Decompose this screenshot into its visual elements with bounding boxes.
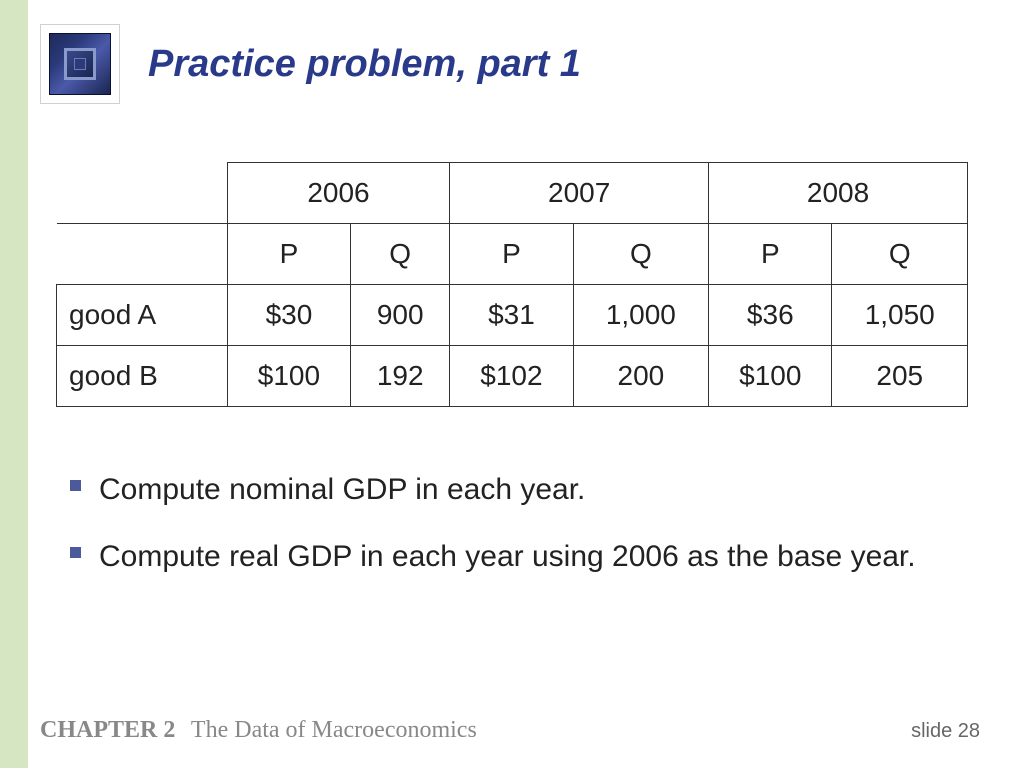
chapter-title: The Data of Macroeconomics <box>191 717 477 743</box>
cell: 1,050 <box>832 285 968 346</box>
data-table-wrap: 2006 2007 2008 P Q P Q P Q good A $30 90… <box>56 162 968 407</box>
table-row: good B $100 192 $102 200 $100 205 <box>57 346 968 407</box>
table-empty-cell <box>57 163 228 224</box>
col-header: P <box>450 224 573 285</box>
cell: $100 <box>227 346 350 407</box>
slide-title: Practice problem, part 1 <box>148 43 581 86</box>
col-header: P <box>709 224 832 285</box>
table-row: good A $30 900 $31 1,000 $36 1,050 <box>57 285 968 346</box>
bullet-text: Compute nominal GDP in each year. <box>99 470 585 511</box>
list-item: Compute nominal GDP in each year. <box>70 470 950 511</box>
col-header: Q <box>573 224 708 285</box>
bullet-square-icon <box>70 480 81 491</box>
slide-footer: CHAPTER 2 The Data of Macroeconomics sli… <box>40 717 1000 744</box>
chapter-label: CHAPTER 2 <box>40 717 175 743</box>
list-item: Compute real GDP in each year using 2006… <box>70 537 950 578</box>
table-empty-cell <box>57 224 228 285</box>
cell: 205 <box>832 346 968 407</box>
bullet-list: Compute nominal GDP in each year. Comput… <box>70 470 950 603</box>
cell: $102 <box>450 346 573 407</box>
cell: $30 <box>227 285 350 346</box>
footer-left: CHAPTER 2 The Data of Macroeconomics <box>40 717 477 744</box>
slide-header: Practice problem, part 1 <box>40 24 581 104</box>
cell: 900 <box>351 285 450 346</box>
cell: 1,000 <box>573 285 708 346</box>
slide-number: slide 28 <box>911 720 980 743</box>
cell: 200 <box>573 346 708 407</box>
col-header: P <box>227 224 350 285</box>
table-year-row: 2006 2007 2008 <box>57 163 968 224</box>
cell: $31 <box>450 285 573 346</box>
slide-icon <box>40 24 120 104</box>
gdp-data-table: 2006 2007 2008 P Q P Q P Q good A $30 90… <box>56 162 968 407</box>
year-header: 2006 <box>227 163 450 224</box>
cell: $36 <box>709 285 832 346</box>
bullet-text: Compute real GDP in each year using 2006… <box>99 537 916 578</box>
col-header: Q <box>351 224 450 285</box>
row-label: good A <box>57 285 228 346</box>
nested-square-icon <box>49 33 111 95</box>
left-accent-strip <box>0 0 28 768</box>
cell: $100 <box>709 346 832 407</box>
col-header: Q <box>832 224 968 285</box>
year-header: 2007 <box>450 163 709 224</box>
cell: 192 <box>351 346 450 407</box>
year-header: 2008 <box>709 163 968 224</box>
table-pq-row: P Q P Q P Q <box>57 224 968 285</box>
row-label: good B <box>57 346 228 407</box>
bullet-square-icon <box>70 547 81 558</box>
